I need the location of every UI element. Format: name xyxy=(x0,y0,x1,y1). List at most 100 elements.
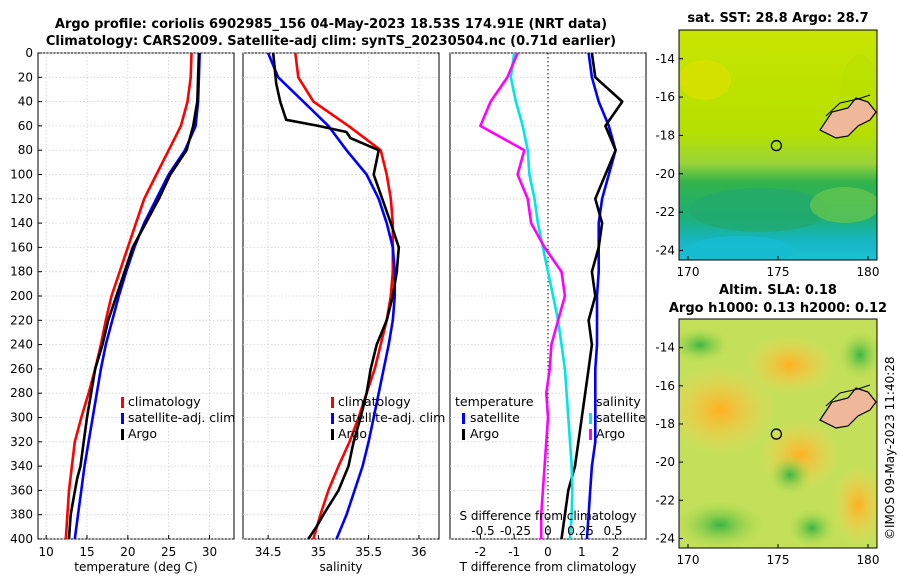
sst-field xyxy=(679,30,877,260)
y-tick-label: 280 xyxy=(10,386,33,400)
salinity-diff-tick-label: 0.25 xyxy=(567,524,594,538)
y-tick-label: 340 xyxy=(10,459,33,473)
y-tick-label: 180 xyxy=(10,265,33,279)
lat-tick-label: -24 xyxy=(655,531,675,545)
x-tick-label: 10 xyxy=(39,545,54,559)
legend-swatch-satellite xyxy=(331,413,334,424)
legend-label-t-argo: Argo xyxy=(470,426,499,441)
sla-high-anomaly xyxy=(745,335,835,395)
salinity-difference-ticks: -0.5 -0.25 0 0.25 0.5 xyxy=(471,524,622,538)
difference-panel: -2 -1 0 1 2 S difference from climatology -0… xyxy=(449,52,647,574)
legend-label-satellite: satellite-adj. clim xyxy=(128,410,235,425)
series-line-climatology xyxy=(294,52,395,540)
temperature-x-ticks: 10 15 20 25 30 xyxy=(39,535,217,559)
legend-label-s-satellite: satellite xyxy=(596,410,646,425)
legend-swatch-t-satellite xyxy=(462,413,465,424)
difference-legend: temperature satellite Argo salinity sate… xyxy=(455,394,646,441)
lon-tick-label: 175 xyxy=(767,265,790,279)
temperature-panel: 0 20 40 60 80 100 120 140 160 180 200 220 240 260 280 3… xyxy=(10,46,235,574)
lat-tick-label: -20 xyxy=(655,455,675,469)
y-tick-label: 20 xyxy=(18,70,33,84)
x-tick-label: -2 xyxy=(474,545,486,559)
temperature-xlabel: temperature (deg C) xyxy=(74,560,197,574)
lat-tick-label: -22 xyxy=(655,205,675,219)
sst-lat-ticks: -14 -16 -18 -20 -22 -24 xyxy=(655,52,683,257)
lat-tick-label: -20 xyxy=(655,167,675,181)
y-tick-label: 40 xyxy=(18,95,33,109)
y-tick-label: 240 xyxy=(10,338,33,352)
copyright-timestamp: ©IMOS 09-May-2023 11:40:28 xyxy=(883,356,897,540)
legend-label-argo: Argo xyxy=(128,426,157,441)
y-tick-label: 140 xyxy=(10,216,33,230)
fiji-island xyxy=(819,97,877,139)
sla-field xyxy=(679,319,877,548)
legend-label-s-argo: Argo xyxy=(596,426,625,441)
y-tick-label: 220 xyxy=(10,313,33,327)
y-tick-label: 160 xyxy=(10,240,33,254)
temperature-depth-ticks: 0 20 40 60 80 100 120 140 160 180 200 220 240 260 280 3… xyxy=(10,46,42,546)
y-tick-label: 360 xyxy=(10,483,33,497)
sla-low-anomaly xyxy=(788,508,836,548)
sla-map-title: Altim. SLA: 0.18 xyxy=(719,283,837,298)
sla-low-anomaly xyxy=(679,327,730,363)
lat-tick-label: -14 xyxy=(655,341,675,355)
x-tick-label: -1 xyxy=(508,545,520,559)
legend-title-salinity: salinity xyxy=(596,394,641,409)
temperature-grid xyxy=(38,52,234,540)
temperature-difference-xlabel: T difference from climatology xyxy=(459,560,637,574)
lat-tick-label: -14 xyxy=(655,52,675,66)
series-line-satellite-adj-clim xyxy=(266,52,397,540)
salinity-diff-tick-label: -0.25 xyxy=(500,524,531,538)
x-tick-label: 0 xyxy=(544,545,552,559)
lon-tick-label: 170 xyxy=(677,265,700,279)
series-line-t-argo xyxy=(560,52,624,540)
sla-low-anomaly xyxy=(838,330,877,380)
sla-lat-ticks: -14 -16 -18 -20 -22 -24 xyxy=(655,341,683,545)
legend-swatch-climatology xyxy=(331,397,334,408)
salinity-legend: climatology satellite-adj. clim Argo xyxy=(331,394,445,441)
sst-map: sat. SST: 28.8 Argo: 28.7 -14 -16 -18 -20 -2… xyxy=(655,11,880,279)
series-line-climatology xyxy=(64,52,193,540)
legend-label-satellite: satellite-adj. clim xyxy=(338,410,445,425)
legend-label-climatology: climatology xyxy=(128,394,201,409)
salinity-xlabel: salinity xyxy=(319,560,362,574)
salinity-diff-tick-label: 0.5 xyxy=(603,524,622,538)
salinity-panel: 34.5 35 35.5 36 salinity climatology satell… xyxy=(242,52,445,574)
lat-tick-label: -22 xyxy=(655,493,675,507)
fiji-island xyxy=(819,387,877,429)
salinity-lines xyxy=(266,52,401,540)
argo-position-marker xyxy=(770,428,783,440)
y-tick-label: 300 xyxy=(10,411,33,425)
y-tick-label: 60 xyxy=(18,119,33,133)
series-line-s-satellite xyxy=(509,52,574,540)
legend-label-t-satellite: satellite xyxy=(470,410,520,425)
y-tick-label: 260 xyxy=(10,362,33,376)
sla-map: Altim. SLA: 0.18 Argo h1000: 0.13 h2000:… xyxy=(655,283,887,567)
lon-tick-label: 180 xyxy=(857,265,880,279)
legend-swatch-satellite xyxy=(121,413,124,424)
y-tick-label: 320 xyxy=(10,435,33,449)
salinity-diff-tick-label: -0.5 xyxy=(471,524,494,538)
lat-tick-label: -16 xyxy=(655,379,675,393)
legend-swatch-s-satellite xyxy=(589,413,592,424)
sla-high-anomaly xyxy=(832,465,877,545)
x-tick-label: 25 xyxy=(161,545,176,559)
series-line-t-satellite xyxy=(585,52,617,540)
lat-tick-label: -24 xyxy=(655,243,675,257)
argo-position-marker xyxy=(770,139,783,152)
x-tick-label: 30 xyxy=(202,545,217,559)
legend-title-temperature: temperature xyxy=(455,394,534,409)
y-tick-label: 100 xyxy=(10,168,33,182)
x-tick-label: 1 xyxy=(578,545,586,559)
y-tick-label: 80 xyxy=(18,143,33,157)
sst-cool-patch xyxy=(690,188,830,232)
difference-x-ticks: -2 -1 0 1 2 xyxy=(474,535,619,559)
sst-patch xyxy=(810,187,877,223)
title-line-2: Climatology: CARS2009. Satellite-adj cli… xyxy=(46,34,616,49)
sla-low-anomaly xyxy=(768,455,812,495)
lat-tick-label: -18 xyxy=(655,417,675,431)
x-tick-label: 35 xyxy=(311,545,326,559)
temperature-lines xyxy=(64,52,201,540)
series-line-s-argo xyxy=(479,52,567,539)
